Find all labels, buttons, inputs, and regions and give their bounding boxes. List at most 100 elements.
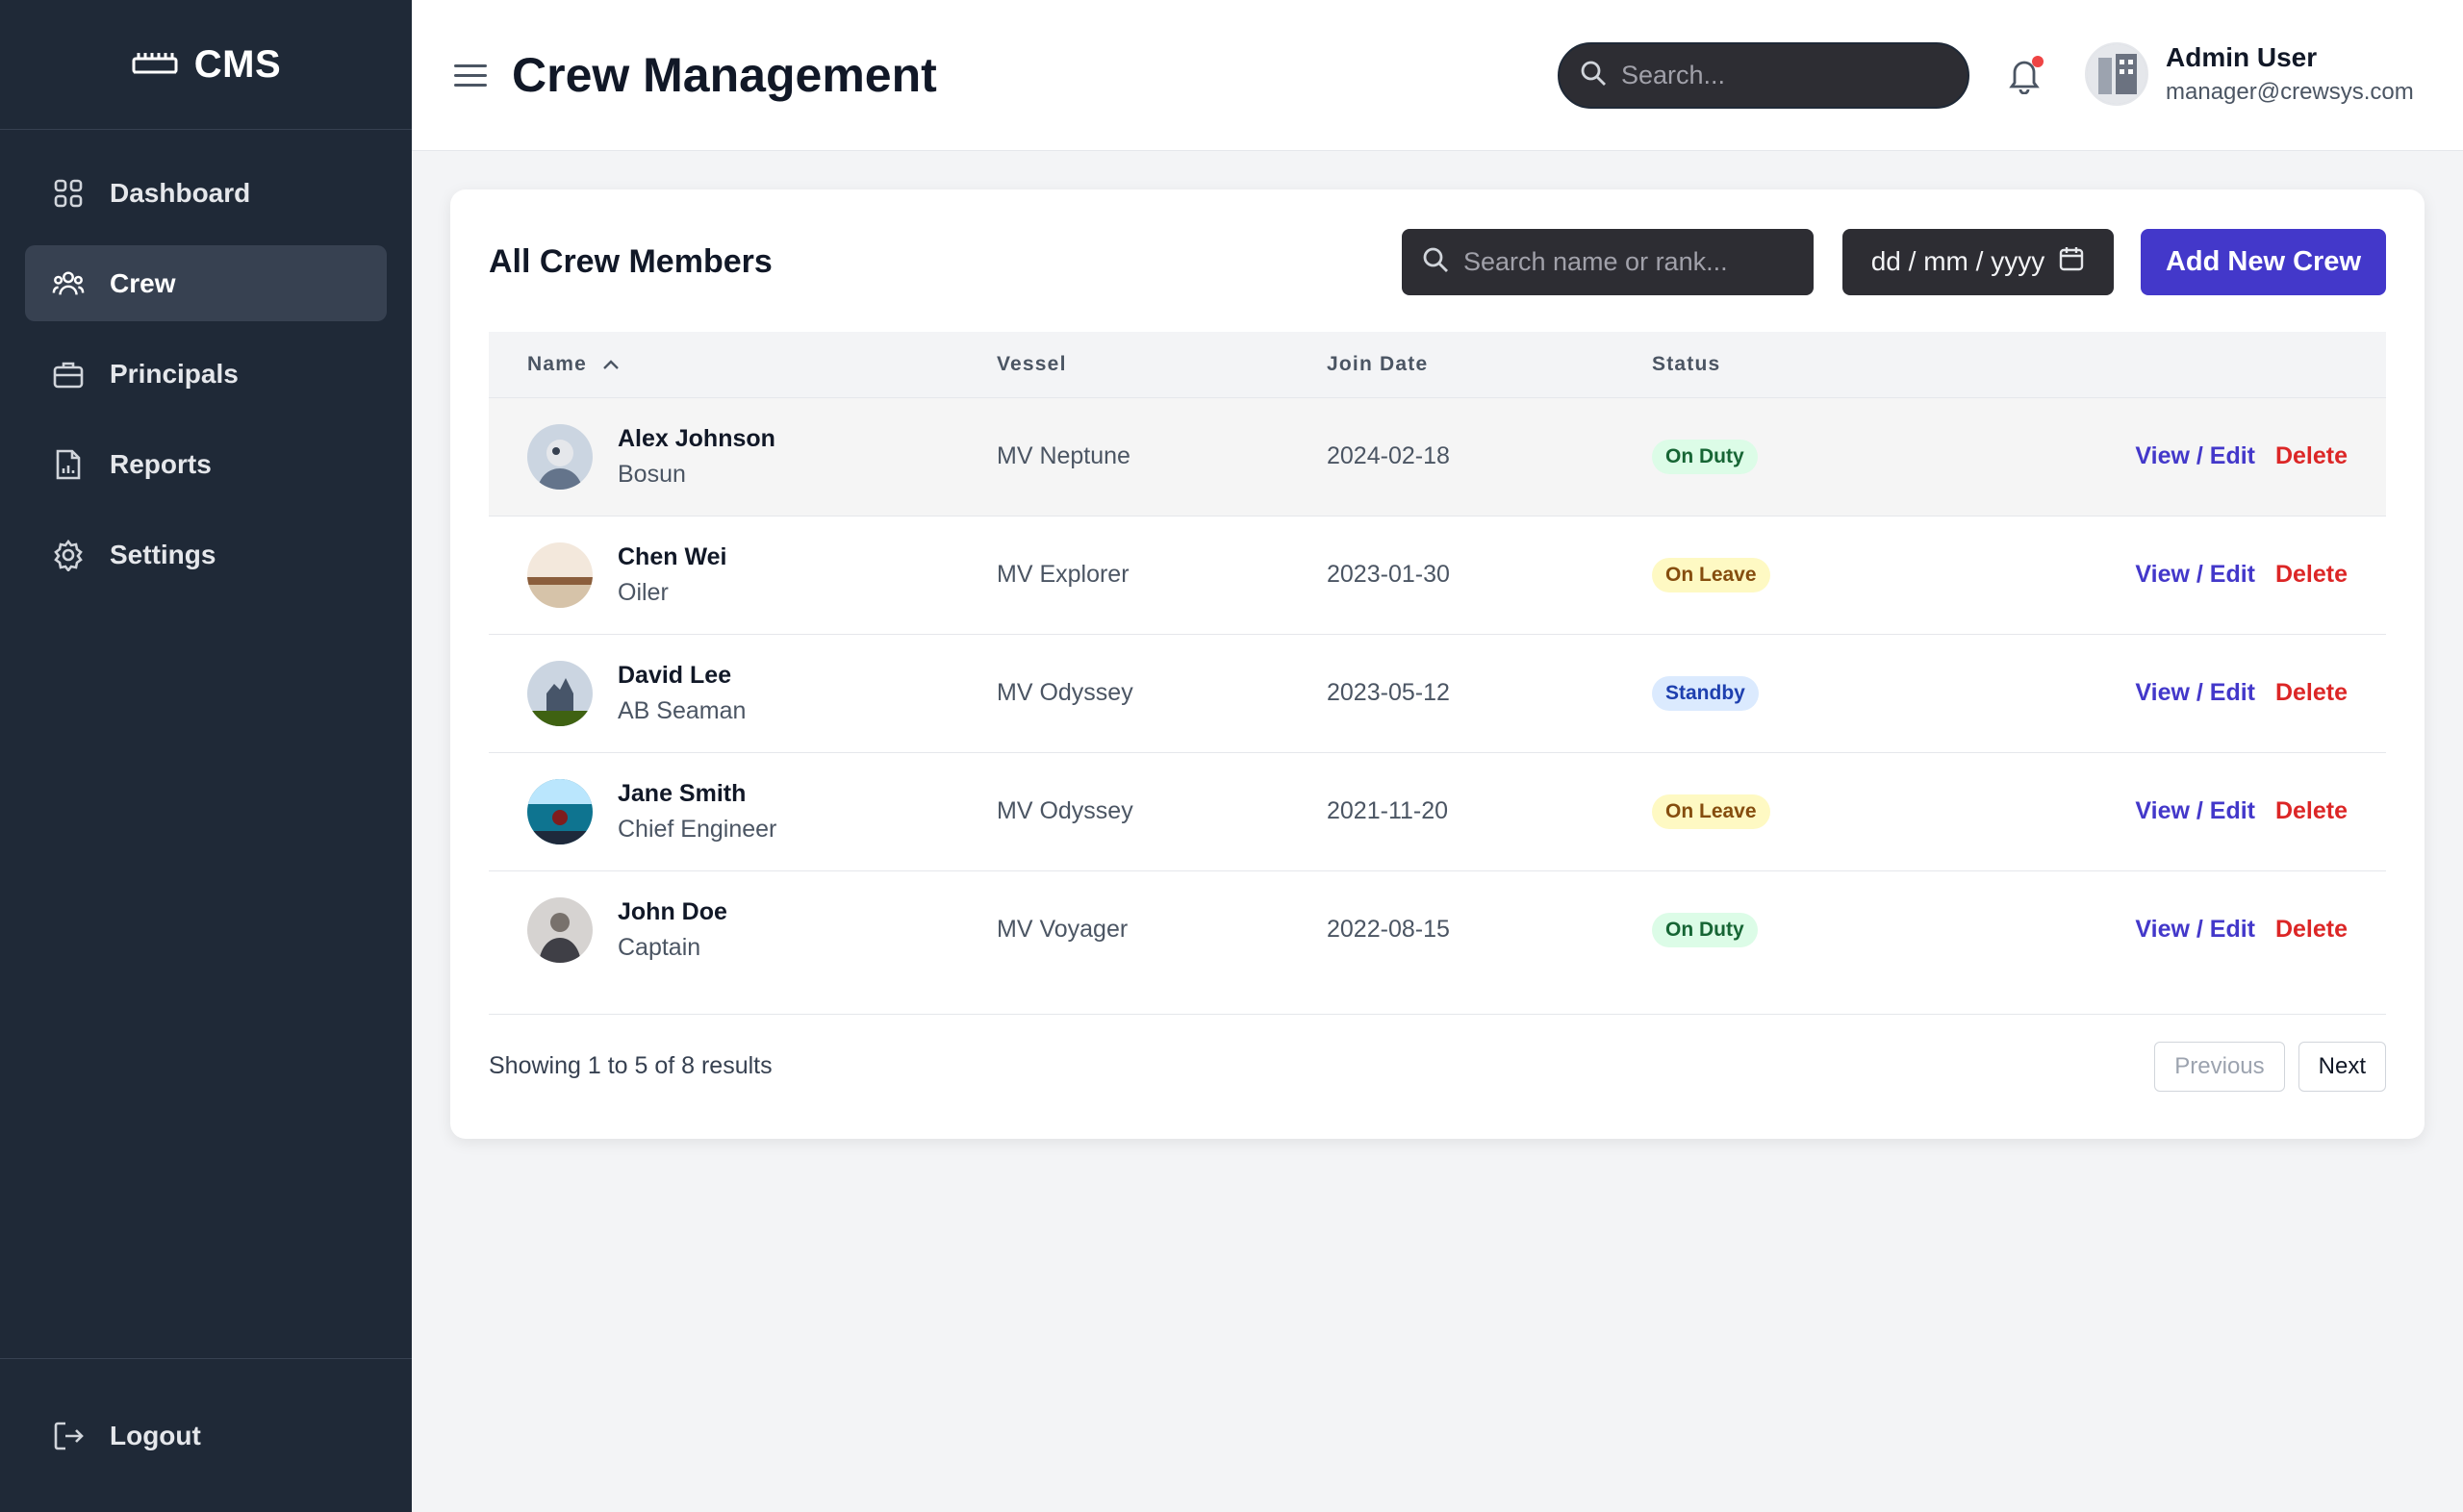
vessel-cell: MV Voyager [997,916,1129,944]
crew-name: Alex Johnson [618,424,775,452]
avatar [527,896,593,963]
crew-card: All Crew Members dd / mm / yyyy [450,189,2425,1139]
global-search-input[interactable] [1621,61,1929,90]
user-email: manager@crewsys.com [2166,79,2414,105]
crew-name: Jane Smith [618,779,747,807]
grid-icon [52,177,85,210]
name-cell: Chen Wei Oiler [489,516,997,634]
logout-icon [52,1420,85,1452]
sidebar-nav: Dashboard Crew Principals [0,130,412,592]
join-date-filter[interactable]: dd / mm / yyyy [1841,228,2114,295]
sidebar-item-crew[interactable]: Crew [25,245,387,321]
global-search[interactable] [1558,42,1969,109]
join-date-cell: 2021-11-20 [1327,797,1449,824]
name-cell: Jane Smith Chief Engineer [489,752,997,870]
avatar [2085,42,2148,106]
status-badge: On Duty [1652,912,1758,947]
content: All Crew Members dd / mm / yyyy [412,151,2463,1139]
vessel-cell: MV Odyssey [997,679,1133,706]
avatar [527,778,593,844]
status-badge: On Duty [1652,439,1758,474]
delete-link[interactable]: Delete [2274,916,2348,944]
column-header-name[interactable]: Name [489,332,997,397]
sidebar-item-settings[interactable]: Settings [25,517,387,592]
avatar [527,660,593,726]
name-cell: John Doe Captain [489,870,997,989]
delete-link[interactable]: Delete [2274,442,2348,469]
previous-page-button[interactable]: Previous [2154,1041,2285,1092]
status-cell: On Leave [1652,752,1887,870]
user-info: Admin User manager@crewsys.com [2166,42,2414,106]
join-date-cell: 2023-05-12 [1327,679,1450,706]
actions-cell: View / Edit Delete [1887,870,2386,989]
calendar-icon[interactable] [2058,245,2085,279]
card-header: All Crew Members dd / mm / yyyy [489,228,2386,295]
sidebar: CMS Dashboard Crew [0,0,412,1512]
delete-link[interactable]: Delete [2274,679,2348,706]
table-row: David Lee AB Seaman MV Odyssey 2023-05-1… [489,634,2386,752]
column-header-vessel: Vessel [997,352,1067,375]
view-edit-link[interactable]: View / Edit [2135,679,2255,706]
logout-button[interactable]: Logout [25,1398,387,1474]
actions-cell: View / Edit Delete [1887,752,2386,870]
next-page-button[interactable]: Next [2298,1041,2386,1092]
name-cell: David Lee AB Seaman [489,634,997,752]
sidebar-item-label: Settings [110,539,216,569]
status-badge: On Leave [1652,557,1770,592]
delete-link[interactable]: Delete [2274,797,2348,824]
date-placeholder: dd / mm / yyyy [1870,246,2045,276]
view-edit-link[interactable]: View / Edit [2135,797,2255,824]
pagination-bar: Showing 1 to 5 of 8 results Previous Nex… [489,1014,2386,1118]
brand-name: CMS [193,42,282,86]
join-date-cell: 2023-01-30 [1327,561,1450,588]
crew-search[interactable] [1401,228,1814,295]
view-edit-link[interactable]: View / Edit [2135,561,2255,588]
sidebar-item-reports[interactable]: Reports [25,426,387,502]
sidebar-item-principals[interactable]: Principals [25,336,387,412]
avatar [527,423,593,490]
brand[interactable]: CMS [0,0,412,130]
sidebar-item-label: Principals [110,358,239,389]
status-cell: On Duty [1652,870,1887,989]
join-date-cell: 2022-08-15 [1327,916,1450,944]
users-icon [52,267,85,300]
sort-ascending-icon[interactable] [594,353,621,375]
column-header-label: Name [527,352,587,375]
crew-rank: Chief Engineer [618,815,777,843]
crew-name: David Lee [618,661,732,689]
crew-table: Name Vessel Join Date Status [489,332,2386,989]
sidebar-footer: Logout [0,1358,412,1512]
notification-bell-icon[interactable] [2007,56,2045,95]
page-title: Crew Management [512,48,937,102]
vessel-cell: MV Odyssey [997,797,1133,824]
view-edit-link[interactable]: View / Edit [2135,442,2255,469]
actions-cell: View / Edit Delete [1887,634,2386,752]
crew-rank: Captain [618,933,701,961]
join-date-cell: 2024-02-18 [1327,442,1450,469]
card-title: All Crew Members [489,242,773,280]
sidebar-item-dashboard[interactable]: Dashboard [25,155,387,231]
name-cell: Alex Johnson Bosun [489,397,997,516]
menu-toggle-icon[interactable] [454,59,487,91]
delete-link[interactable]: Delete [2274,561,2348,588]
results-summary: Showing 1 to 5 of 8 results [489,1052,773,1079]
crew-search-input[interactable] [1462,246,1771,277]
table-header: Name Vessel Join Date Status [489,332,2386,397]
user-menu[interactable]: Admin User manager@crewsys.com [2085,42,2414,106]
add-crew-button[interactable]: Add New Crew [2140,228,2386,295]
ship-icon [131,47,179,83]
report-icon [52,448,85,481]
table-row: Jane Smith Chief Engineer MV Odyssey 202… [489,752,2386,870]
table-row: Alex Johnson Bosun MV Neptune 2024-02-18… [489,397,2386,516]
logout-label: Logout [110,1420,201,1450]
avatar [527,542,593,608]
crew-rank: AB Seaman [618,696,747,724]
notification-dot [2032,56,2044,67]
view-edit-link[interactable]: View / Edit [2135,916,2255,944]
status-badge: Standby [1652,675,1759,711]
crew-name: John Doe [618,897,727,925]
crew-rank: Bosun [618,460,686,488]
status-cell: Standby [1652,634,1887,752]
search-icon [1421,245,1450,279]
